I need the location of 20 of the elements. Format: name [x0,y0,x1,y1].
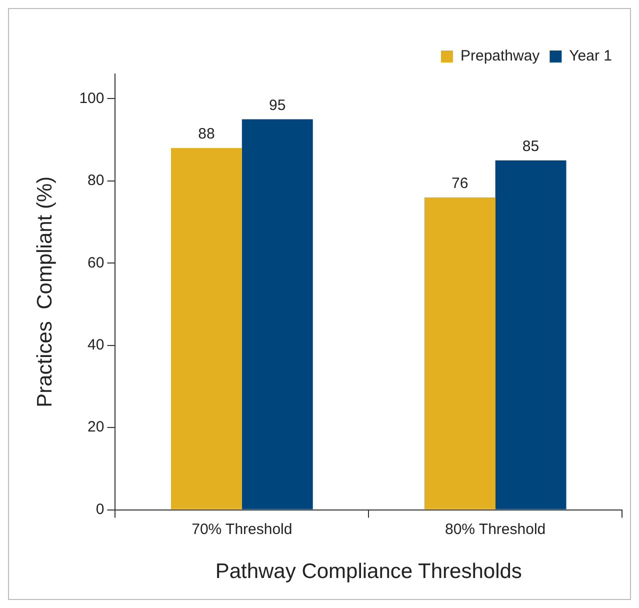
bar [242,119,313,510]
data-label: 95 [269,96,286,114]
y-tick-label: 100 [79,90,104,107]
y-tick-label: 40 [88,336,104,354]
y-tick-label: 60 [88,254,104,272]
legend-label: Prepathway [460,48,540,65]
legend-label: Year 1 [569,48,612,65]
x-tick-label: 70% Threshold [192,520,292,538]
y-tick-label: 20 [88,418,104,436]
y-axis-title: Practices Compliant (%) [33,176,56,408]
y-tick-label: 0 [96,500,104,518]
data-label: 85 [522,138,540,155]
data-label: 88 [198,126,215,143]
x-tick-label: 80% Threshold [444,520,546,538]
bar [424,197,496,510]
bar [495,160,566,510]
x-axis-title: Pathway Compliance Thresholds [215,560,522,584]
data-label: 76 [451,174,468,192]
bar [170,148,242,510]
y-tick-label: 80 [88,172,104,190]
